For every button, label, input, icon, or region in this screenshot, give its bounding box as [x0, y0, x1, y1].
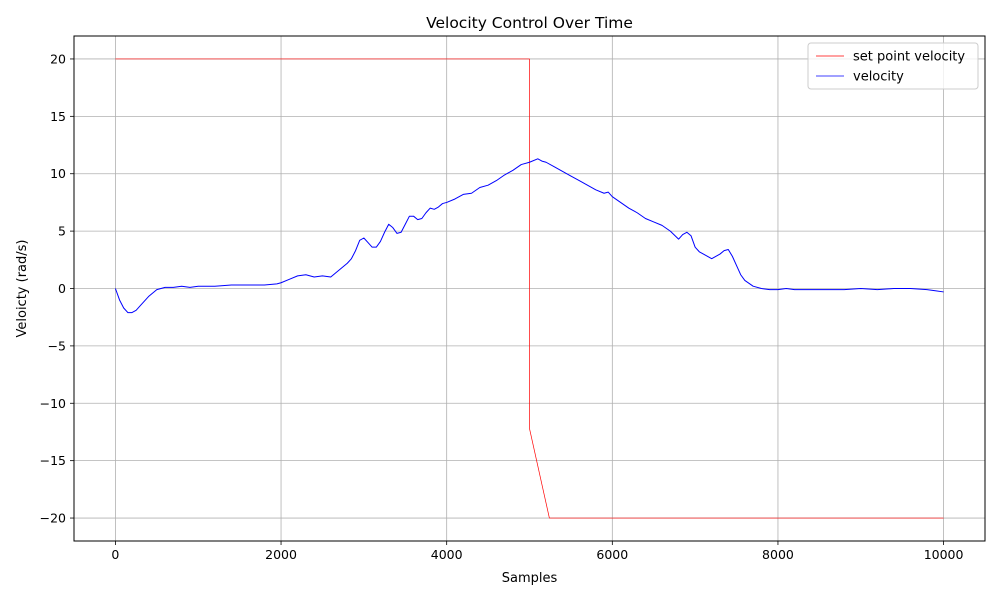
y-axis-label: Veloicty (rad/s) — [15, 240, 30, 338]
x-tick-label: 8000 — [762, 547, 794, 562]
x-axis-label: Samples — [502, 571, 558, 586]
y-tick-label: 20 — [50, 51, 66, 66]
chart-title: Velocity Control Over Time — [426, 14, 633, 32]
y-tick-label: 10 — [50, 166, 66, 181]
legend-label-setpoint: set point velocity — [853, 50, 965, 65]
velocity-line — [114, 158, 944, 314]
legend-label-velocity: velocity — [853, 70, 904, 85]
setpoint-velocity-line — [115, 58, 944, 519]
y-tick-label: 0 — [58, 281, 66, 296]
legend: set point velocity velocity — [807, 42, 979, 90]
axis-ticks: 0 2000 4000 6000 8000 10000 −20 −15 −10 −5 0 5 10 15 2… — [40, 51, 964, 562]
y-tick-label: −20 — [40, 511, 66, 526]
x-tick-label: 6000 — [596, 547, 628, 562]
series-lines — [114, 58, 944, 519]
y-tick-label: 5 — [58, 224, 66, 239]
y-tick-label: −5 — [48, 338, 66, 353]
y-tick-label: −10 — [40, 396, 66, 411]
y-tick-label: −15 — [40, 453, 66, 468]
y-tick-label: 15 — [50, 109, 66, 124]
x-tick-label: 0 — [111, 547, 119, 562]
legend-box — [807, 42, 979, 90]
x-tick-label: 10000 — [924, 547, 964, 562]
x-tick-label: 2000 — [265, 547, 297, 562]
x-tick-label: 4000 — [431, 547, 463, 562]
